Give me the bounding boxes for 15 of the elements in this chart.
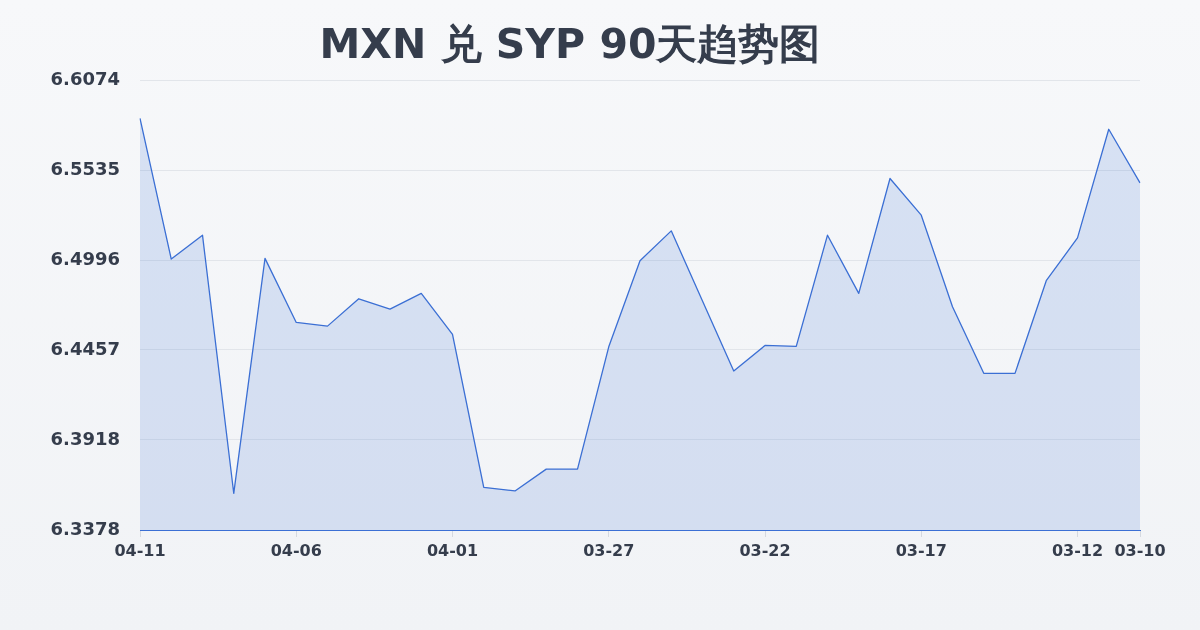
x-tick-label: 04-01 [426, 540, 479, 560]
y-tick-label: 6.3378 [50, 517, 120, 539]
x-tick-label: 03-12 [1051, 540, 1104, 560]
y-tick-label: 6.5535 [50, 157, 120, 179]
x-tick-label: 04-11 [114, 540, 166, 560]
x-tick-label: 03-17 [895, 540, 947, 560]
y-tick-label: 6.6074 [50, 67, 120, 89]
y-tick-label: 6.4457 [50, 337, 120, 359]
y-tick-label: 6.3918 [50, 427, 120, 449]
x-tick-label: 03-27 [583, 540, 635, 560]
x-tick-label: 03-22 [739, 540, 791, 560]
x-tick-label: 04-06 [270, 540, 322, 560]
x-tick-label: 03-10 [1114, 540, 1166, 560]
chart-title: MXN 兑 SYP 90天趋势图 [319, 20, 821, 69]
y-tick-label: 6.4996 [50, 247, 120, 269]
